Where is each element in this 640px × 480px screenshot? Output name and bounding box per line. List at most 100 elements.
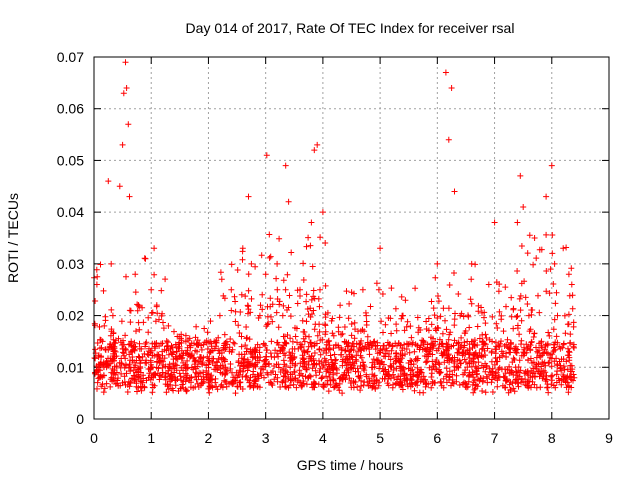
data-point (471, 377, 478, 384)
data-point (100, 389, 107, 396)
data-point (517, 367, 524, 374)
data-point-sampled (205, 379, 212, 386)
data-point (368, 342, 375, 349)
data-point (335, 328, 342, 335)
data-point (289, 338, 296, 345)
axis-ticks: 0 1 2 3 4 5 6 7 8 9 0 0.01 0.02 0.03 0.04 0.05 0.06 0.07 (57, 49, 613, 446)
data-point (378, 358, 385, 365)
data-point (308, 296, 315, 303)
data-point (97, 345, 103, 352)
data-point (562, 379, 569, 386)
data-point (558, 381, 565, 388)
data-point (218, 276, 225, 283)
data-point (300, 328, 307, 335)
data-point (470, 360, 477, 366)
data-point-sampled (95, 353, 102, 360)
data-point (549, 250, 556, 257)
data-point (570, 371, 577, 378)
data-point (268, 313, 274, 320)
data-point (393, 365, 400, 372)
data-point (248, 295, 255, 302)
data-point (483, 335, 490, 341)
y-axis-label: ROTI / TECUs (5, 193, 21, 283)
data-point (461, 339, 468, 346)
data-point (121, 352, 127, 359)
data-point-sampled (245, 193, 252, 200)
data-point (218, 350, 225, 356)
data-point (246, 379, 253, 386)
data-point (110, 336, 117, 343)
data-point (546, 359, 553, 366)
data-point (445, 305, 452, 312)
data-point-sampled (151, 245, 158, 252)
data-point (387, 315, 394, 322)
data-point (328, 356, 335, 363)
data-point (142, 340, 149, 347)
data-point (317, 337, 324, 344)
data-point (496, 281, 503, 288)
data-point (479, 339, 486, 346)
x-tick-label: 3 (262, 430, 270, 446)
data-point (527, 346, 534, 353)
data-point (513, 350, 520, 356)
data-point (316, 328, 323, 335)
data-point (210, 355, 217, 362)
data-point (542, 346, 548, 353)
data-point-sampled (126, 193, 133, 200)
data-point (423, 353, 430, 360)
data-point (287, 364, 294, 371)
data-point (318, 375, 325, 382)
data-point (118, 355, 125, 362)
data-points (91, 59, 578, 397)
data-point (550, 348, 557, 355)
data-point (479, 388, 486, 394)
data-point-sampled (451, 188, 458, 195)
data-point (551, 347, 558, 353)
data-point (322, 240, 329, 246)
data-point (433, 357, 440, 363)
data-point (227, 361, 234, 367)
data-point (169, 344, 176, 351)
data-point (256, 357, 263, 364)
data-point (132, 289, 139, 296)
data-point (521, 370, 528, 377)
data-point-sampled (92, 369, 99, 376)
data-point-sampled (145, 374, 152, 381)
data-point (494, 325, 501, 331)
data-point (309, 365, 316, 372)
data-point (269, 318, 276, 325)
data-point (471, 341, 478, 348)
data-point-sampled (103, 364, 110, 371)
data-point (292, 333, 299, 340)
data-point (422, 347, 429, 353)
data-point (482, 341, 489, 348)
data-point (378, 318, 385, 325)
data-point (162, 370, 169, 377)
data-point (207, 318, 214, 325)
data-point (436, 361, 443, 368)
data-point (512, 364, 519, 371)
data-point (402, 297, 409, 304)
data-point (568, 265, 575, 272)
data-point (316, 369, 323, 376)
data-point (446, 282, 453, 288)
data-point (132, 343, 139, 350)
data-point (429, 380, 436, 387)
data-point (170, 360, 177, 367)
data-point (418, 369, 425, 376)
data-point (467, 296, 474, 303)
data-point (508, 294, 515, 301)
data-point (257, 354, 264, 361)
data-point (122, 332, 129, 339)
data-point (549, 372, 556, 379)
data-point (413, 355, 420, 362)
data-point (531, 330, 538, 337)
data-point (435, 293, 441, 299)
data-point (462, 367, 469, 374)
data-point (440, 384, 447, 391)
data-point (105, 346, 112, 353)
data-point (565, 321, 572, 328)
data-point (437, 378, 444, 385)
data-point (116, 359, 123, 366)
